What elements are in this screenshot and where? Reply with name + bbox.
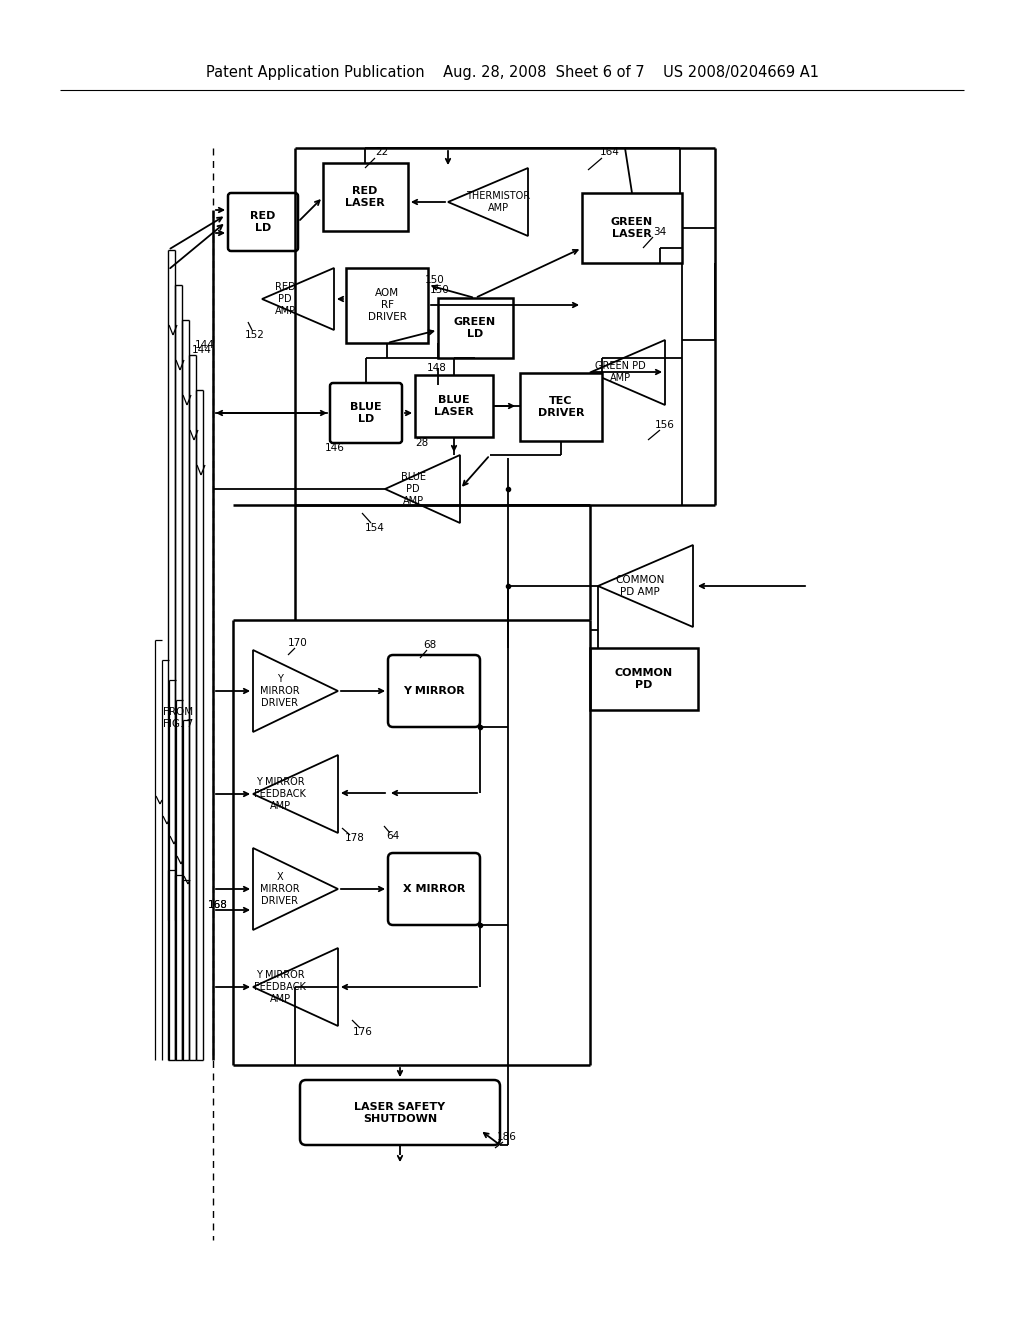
Text: 68: 68 [423,640,436,649]
Text: Y MIRROR: Y MIRROR [403,686,465,696]
Text: 170: 170 [288,638,308,648]
Text: 164: 164 [600,147,620,157]
Text: Y MIRROR
FEEDBACK
AMP: Y MIRROR FEEDBACK AMP [254,970,306,1003]
Text: GREEN
LD: GREEN LD [454,317,496,339]
Text: RED
PD
AMP: RED PD AMP [274,282,296,315]
Text: GREEN PD
AMP: GREEN PD AMP [595,362,645,383]
Text: COMMON
PD: COMMON PD [615,668,673,690]
Bar [346,268,428,343]
Text: BLUE
LD: BLUE LD [350,403,382,424]
Text: 148: 148 [427,363,446,374]
Text: AOM
RF
DRIVER: AOM RF DRIVER [368,288,407,322]
Text: FROM
FIG. 7: FROM FIG. 7 [163,708,194,729]
Bar [582,193,682,263]
FancyBboxPatch shape [388,655,480,727]
FancyBboxPatch shape [300,1080,500,1144]
Text: 156: 156 [655,420,675,430]
Text: RED
LASER: RED LASER [345,186,385,207]
Bar [438,298,513,358]
Polygon shape [253,755,338,833]
Text: 152: 152 [245,330,265,341]
Polygon shape [590,341,665,405]
Text: X MIRROR: X MIRROR [402,884,465,894]
Text: LASER SAFETY
SHUTDOWN: LASER SAFETY SHUTDOWN [354,1102,445,1123]
Text: THERMISTOR
AMP: THERMISTOR AMP [466,191,530,213]
Text: 146: 146 [325,444,345,453]
Bar [590,648,698,710]
Text: Patent Application Publication    Aug. 28, 2008  Sheet 6 of 7    US 2008/0204669: Patent Application Publication Aug. 28, … [206,66,818,81]
FancyBboxPatch shape [388,853,480,925]
Text: 64: 64 [386,832,399,841]
Text: 178: 178 [345,833,365,843]
Text: 168: 168 [208,900,228,909]
FancyBboxPatch shape [228,193,298,251]
Text: 154: 154 [366,523,385,533]
Text: 186: 186 [497,1133,517,1142]
Polygon shape [253,948,338,1026]
Text: COMMON
PD AMP: COMMON PD AMP [615,576,665,597]
Text: X
MIRROR
DRIVER: X MIRROR DRIVER [260,873,300,906]
Bar [323,162,408,231]
Polygon shape [253,649,338,733]
Text: BLUE
PD
AMP: BLUE PD AMP [400,473,426,506]
Text: TEC
DRIVER: TEC DRIVER [538,396,585,418]
Polygon shape [262,268,334,330]
Text: 168: 168 [208,900,228,909]
Text: Y MIRROR
FEEDBACK
AMP: Y MIRROR FEEDBACK AMP [254,777,306,810]
Text: 144: 144 [193,345,212,355]
Text: 28: 28 [416,438,429,447]
Text: 150: 150 [430,285,450,294]
Bar [415,375,493,437]
Text: RED
LD: RED LD [250,211,275,232]
Polygon shape [385,455,460,523]
Text: 34: 34 [653,227,667,238]
Polygon shape [449,168,528,236]
Polygon shape [598,545,693,627]
Text: Y
MIRROR
DRIVER: Y MIRROR DRIVER [260,675,300,708]
Text: GREEN
LASER: GREEN LASER [611,218,653,239]
Bar [520,374,602,441]
Text: 150: 150 [425,275,444,285]
Text: 22: 22 [376,147,389,157]
Polygon shape [253,847,338,931]
Text: 144: 144 [195,341,215,350]
Text: 176: 176 [353,1027,373,1038]
FancyBboxPatch shape [330,383,402,444]
Text: BLUE
LASER: BLUE LASER [434,395,474,417]
